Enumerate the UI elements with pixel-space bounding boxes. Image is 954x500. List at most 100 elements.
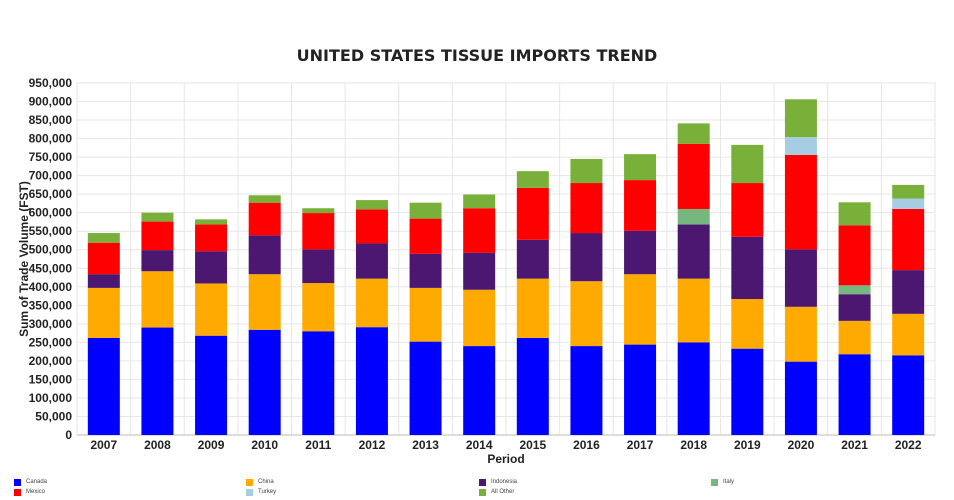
legend-swatch — [246, 479, 253, 486]
bar-canada-2011 — [302, 331, 335, 435]
x-tick-label: 2020 — [788, 438, 815, 452]
bar-mexico-2022 — [892, 208, 925, 271]
bar-all-other-2007 — [87, 233, 120, 243]
legend-swatch — [479, 489, 486, 496]
bar-all-other-2021 — [838, 202, 871, 226]
y-tick-label: 50,000 — [35, 409, 72, 423]
bar-china-2015 — [516, 278, 549, 338]
bar-indonesia-2008 — [141, 250, 174, 272]
bar-indonesia-2018 — [677, 224, 710, 279]
bar-turkey-2020 — [784, 137, 817, 155]
bar-canada-2013 — [409, 341, 442, 435]
legend-label: All Other — [491, 489, 515, 495]
bar-all-other-2012 — [355, 200, 388, 210]
bar-canada-2010 — [248, 329, 281, 435]
bar-mexico-2018 — [677, 143, 710, 209]
bar-china-2014 — [463, 289, 496, 347]
y-tick-label: 200,000 — [29, 354, 73, 368]
y-tick-label: 0 — [65, 428, 72, 442]
bar-all-other-2015 — [516, 171, 549, 188]
bar-indonesia-2014 — [463, 252, 496, 290]
bar-mexico-2013 — [409, 218, 442, 254]
bar-canada-2019 — [731, 348, 764, 435]
bar-china-2020 — [784, 306, 817, 362]
legend-label: Italy — [723, 479, 735, 485]
bar-indonesia-2022 — [892, 270, 925, 314]
bar-canada-2018 — [677, 342, 710, 435]
y-tick-label: 650,000 — [29, 187, 73, 201]
legend-item-turkey: Turkey — [246, 488, 276, 497]
bar-canada-2015 — [516, 337, 549, 435]
bar-indonesia-2009 — [195, 251, 228, 284]
bar-italy-2021 — [838, 285, 871, 295]
y-tick-label: 500,000 — [29, 243, 73, 257]
x-tick-label: 2010 — [251, 438, 278, 452]
x-tick-label: 2015 — [519, 438, 546, 452]
y-tick-label: 750,000 — [29, 150, 73, 164]
bar-china-2017 — [624, 274, 657, 345]
legend-item-mexico: Mexico — [14, 488, 45, 497]
bar-china-2011 — [302, 283, 335, 332]
bar-canada-2022 — [892, 355, 925, 435]
bar-all-other-2017 — [624, 154, 657, 181]
bar-turkey-2022 — [892, 198, 925, 209]
y-axis-label: Sum of Trade Volume (FST) — [17, 181, 31, 337]
bar-canada-2009 — [195, 335, 228, 435]
bar-mexico-2021 — [838, 225, 871, 286]
bar-china-2019 — [731, 299, 764, 349]
legend-item-all-other: All Other — [479, 488, 514, 497]
bar-china-2013 — [409, 287, 442, 342]
x-tick-label: 2011 — [305, 438, 331, 452]
x-tick-label: 2021 — [841, 438, 868, 452]
y-tick-label: 250,000 — [29, 335, 73, 349]
y-tick-label: 550,000 — [29, 224, 73, 238]
y-tick-label: 150,000 — [29, 372, 73, 386]
bar-china-2018 — [677, 278, 710, 343]
chart-canvas: 0 50,000 100,000 150,000 200,000 250,000 300,0… — [17, 76, 936, 466]
bar-china-2008 — [141, 271, 174, 328]
y-tick-label: 600,000 — [29, 206, 73, 220]
chart-title: UNITED STATES TISSUE IMPORTS TREND — [296, 46, 658, 65]
x-axis-ticks: 2007 2008 2009 2010 2011 2012 2013 2014 2015 2016… — [90, 438, 921, 452]
legend-swatch — [711, 479, 718, 486]
y-tick-label: 450,000 — [29, 261, 73, 275]
bars — [87, 99, 925, 435]
bar-all-other-2013 — [409, 202, 442, 219]
bar-china-2009 — [195, 283, 228, 336]
bar-all-other-2019 — [731, 144, 764, 184]
x-tick-label: 2008 — [144, 438, 171, 452]
y-tick-label: 850,000 — [29, 113, 73, 127]
bar-indonesia-2015 — [516, 239, 549, 279]
bar-canada-2020 — [784, 361, 817, 435]
legend-swatch — [246, 489, 253, 496]
bar-all-other-2011 — [302, 208, 335, 214]
bar-indonesia-2016 — [570, 233, 603, 282]
bar-canada-2014 — [463, 346, 496, 435]
x-tick-label: 2012 — [359, 438, 386, 452]
bar-canada-2012 — [355, 327, 388, 435]
bar-all-other-2022 — [892, 184, 925, 199]
y-axis-ticks: 0 50,000 100,000 150,000 200,000 250,000 300,0… — [29, 76, 73, 442]
bar-indonesia-2021 — [838, 294, 871, 321]
bar-all-other-2010 — [248, 195, 281, 203]
bar-mexico-2008 — [141, 221, 174, 251]
bar-mexico-2010 — [248, 202, 281, 236]
bar-china-2021 — [838, 320, 871, 355]
bar-italy-2018 — [677, 208, 710, 225]
bar-all-other-2018 — [677, 123, 710, 144]
bar-all-other-2016 — [570, 158, 603, 184]
bar-mexico-2011 — [302, 213, 335, 250]
bar-mexico-2009 — [195, 224, 228, 252]
x-axis-label: Period — [487, 452, 524, 466]
x-tick-label: 2016 — [573, 438, 600, 452]
y-tick-label: 350,000 — [29, 298, 73, 312]
legend-label: Canada — [26, 479, 48, 485]
y-tick-label: 800,000 — [29, 132, 73, 146]
legend-item-indonesia: Indonesia — [479, 478, 517, 487]
y-tick-label: 900,000 — [29, 95, 73, 109]
x-tick-label: 2017 — [627, 438, 654, 452]
bar-mexico-2007 — [87, 242, 120, 275]
bar-china-2022 — [892, 313, 925, 356]
legend-label: Indonesia — [491, 479, 518, 485]
y-tick-label: 950,000 — [29, 76, 73, 90]
